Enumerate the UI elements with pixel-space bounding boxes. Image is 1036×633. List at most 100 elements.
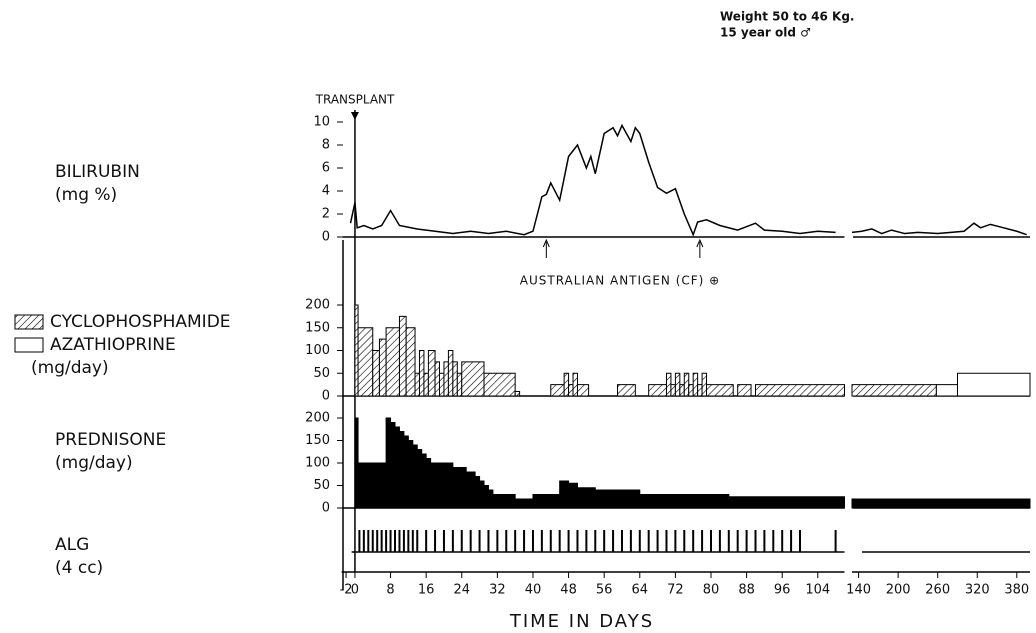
step-bar bbox=[385, 417, 392, 509]
step-bar bbox=[443, 361, 449, 397]
x-tick-label: 32 bbox=[489, 583, 506, 598]
step-bar bbox=[447, 350, 454, 397]
step-bar bbox=[576, 487, 596, 509]
x-tick-label: 72 bbox=[667, 583, 684, 598]
x-tick-label: 48 bbox=[560, 583, 577, 598]
panel-ylabel: (mg/day) bbox=[55, 453, 133, 473]
step-bar bbox=[479, 480, 485, 509]
step-bar bbox=[492, 494, 516, 509]
header-line: 15 year old ♂ bbox=[720, 26, 811, 40]
step-bar bbox=[414, 372, 420, 397]
y-tick-label: 150 bbox=[305, 320, 330, 335]
annotation-arrowhead bbox=[696, 238, 704, 248]
step-bar bbox=[956, 372, 1031, 397]
panel-title: ALG bbox=[55, 535, 89, 555]
step-bar bbox=[372, 350, 380, 397]
step-bar bbox=[465, 471, 476, 509]
step-bar bbox=[390, 422, 396, 509]
y-tick-label: 200 bbox=[305, 411, 330, 426]
step-bar bbox=[416, 449, 423, 509]
step-bar bbox=[514, 390, 521, 397]
step-bar bbox=[617, 384, 636, 397]
step-bar bbox=[674, 372, 681, 397]
step-bar bbox=[398, 431, 405, 509]
legend-label: CYCLOPHOSPHAMIDE bbox=[50, 312, 231, 332]
step-bar bbox=[532, 494, 561, 509]
step-bar bbox=[594, 489, 641, 509]
y-tick-label: 10 bbox=[313, 115, 330, 130]
step-bar bbox=[576, 384, 590, 397]
y-tick-label: 2 bbox=[322, 207, 330, 222]
annotation-text: AUSTRALIAN ANTIGEN (CF) ⊕ bbox=[520, 274, 720, 288]
step-bar bbox=[851, 498, 1031, 509]
step-bar bbox=[851, 384, 937, 397]
step-bar bbox=[474, 476, 481, 509]
step-bar bbox=[421, 453, 427, 509]
y-tick-label: 0 bbox=[322, 389, 330, 404]
y-tick-label: 0 bbox=[322, 230, 330, 245]
step-bar bbox=[679, 384, 685, 397]
step-bar bbox=[754, 384, 845, 397]
step-bar bbox=[378, 338, 387, 397]
legend-swatch bbox=[14, 337, 44, 353]
y-tick-label: 100 bbox=[305, 343, 330, 358]
step-bar bbox=[483, 485, 489, 509]
legend-label: AZATHIOPRINE bbox=[50, 335, 176, 355]
x-tick-label: 24 bbox=[453, 583, 470, 598]
step-bar bbox=[357, 462, 387, 509]
panel-title: BILIRUBIN bbox=[55, 162, 140, 182]
x-tick-label: 64 bbox=[632, 583, 649, 598]
x-tick-label: -2 bbox=[340, 583, 353, 598]
step-bar bbox=[737, 384, 752, 397]
step-bar bbox=[665, 372, 672, 397]
step-bar bbox=[407, 440, 414, 509]
step-bar bbox=[692, 372, 699, 397]
data-line bbox=[851, 222, 1027, 236]
step-bar bbox=[701, 372, 708, 397]
step-bar bbox=[487, 489, 494, 509]
step-bar bbox=[483, 372, 516, 397]
transplant-arrow bbox=[350, 112, 359, 120]
step-bar bbox=[398, 315, 407, 397]
x-tick-label: 80 bbox=[703, 583, 720, 598]
step-bar bbox=[427, 350, 436, 397]
x-axis-label: TIME IN DAYS bbox=[509, 611, 654, 632]
step-bar bbox=[648, 384, 667, 397]
y-tick-label: 0 bbox=[322, 501, 330, 516]
step-bar bbox=[568, 384, 574, 397]
step-bar bbox=[405, 327, 416, 397]
step-bar bbox=[430, 462, 454, 509]
data-line bbox=[349, 123, 836, 237]
step-bar bbox=[425, 458, 432, 509]
step-bar bbox=[563, 372, 570, 397]
x-tick-label: 320 bbox=[965, 583, 990, 598]
y-tick-label: 4 bbox=[322, 184, 330, 199]
step-bar bbox=[697, 384, 703, 397]
x-tick-label: 56 bbox=[596, 583, 613, 598]
annotation-arrowhead bbox=[542, 238, 550, 248]
step-bar bbox=[418, 350, 425, 397]
y-tick-label: 200 bbox=[305, 298, 330, 313]
step-bar bbox=[423, 372, 429, 397]
legend-swatch bbox=[14, 314, 44, 330]
y-tick-label: 150 bbox=[305, 433, 330, 448]
transplant-label: TRANSPLANT bbox=[315, 93, 395, 107]
step-bar bbox=[514, 498, 534, 509]
step-bar bbox=[683, 372, 690, 397]
step-bar bbox=[572, 372, 578, 397]
x-tick-label: 8 bbox=[386, 583, 394, 598]
panel-title: PREDNISONE bbox=[55, 430, 166, 450]
x-tick-label: 88 bbox=[738, 583, 755, 598]
step-bar bbox=[706, 384, 734, 397]
panel-subtitle: (mg %) bbox=[55, 185, 117, 205]
x-tick-label: 104 bbox=[805, 583, 830, 598]
x-tick-label: 380 bbox=[1004, 583, 1029, 598]
x-tick-label: 200 bbox=[886, 583, 911, 598]
step-bar bbox=[688, 384, 694, 397]
step-bar bbox=[728, 496, 846, 509]
y-tick-label: 50 bbox=[313, 478, 330, 493]
step-bar bbox=[456, 372, 463, 397]
step-bar bbox=[439, 372, 445, 397]
